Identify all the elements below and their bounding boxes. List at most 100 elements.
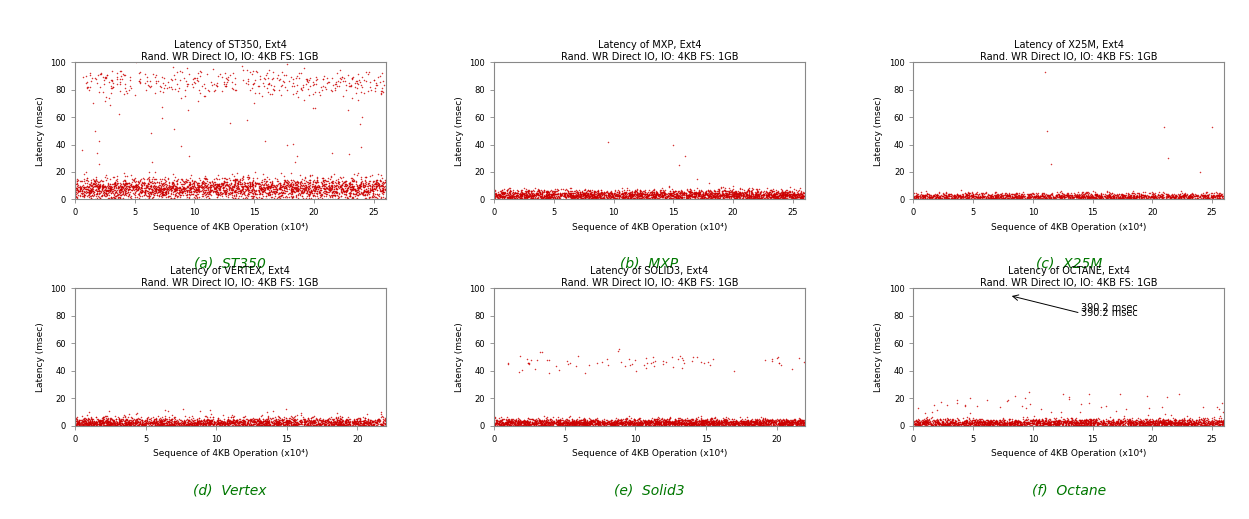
Point [581,190,601,198]
Point [199,180,219,188]
Point [1050,420,1070,428]
Point [85,419,105,427]
Point [587,359,607,367]
Point [691,419,711,427]
Point [536,420,556,429]
Point [490,418,510,427]
Point [917,415,937,423]
Point [631,191,651,199]
Point [1005,189,1025,198]
Point [540,416,560,424]
Point [130,417,150,426]
Point [727,188,747,196]
Point [1095,418,1115,427]
Point [142,419,162,427]
Point [66,184,86,193]
Point [249,187,269,196]
Point [774,195,794,203]
Point [1004,195,1024,203]
Point [227,179,247,187]
Point [573,189,593,197]
Point [67,181,87,189]
Point [677,194,697,202]
Point [914,194,934,202]
Point [694,417,714,425]
Point [267,418,287,426]
Point [624,416,644,424]
Point [1183,420,1203,428]
Point [242,181,262,189]
Point [634,193,654,201]
Point [260,183,280,191]
Point [1114,417,1134,425]
Point [205,185,225,194]
Point [1174,194,1194,202]
Point [738,416,758,425]
Point [597,189,617,197]
Point [985,194,1005,202]
Point [1070,407,1090,416]
Point [762,191,782,199]
Point [918,419,938,428]
Point [225,181,245,189]
Point [610,192,629,200]
Point [252,415,272,423]
Point [227,421,247,429]
Point [357,420,377,428]
Point [929,194,949,202]
Point [1058,192,1078,200]
Point [702,419,722,428]
Point [330,417,350,426]
Point [346,186,366,194]
Point [681,188,701,196]
Point [718,418,738,427]
Point [1204,189,1224,197]
Point [787,191,807,199]
Point [1113,420,1133,429]
Point [969,417,989,426]
Point [125,189,145,198]
Point [250,189,270,198]
Point [1193,418,1213,426]
Point [184,414,204,422]
Point [1035,417,1055,426]
Point [121,421,141,429]
Point [688,194,708,202]
Point [500,186,520,194]
Point [335,418,355,426]
Point [521,189,541,198]
Point [938,415,958,424]
Point [97,179,117,187]
Point [171,418,191,426]
Point [907,420,927,428]
Point [532,195,552,203]
Point [110,187,130,196]
Point [551,419,571,427]
Point [975,419,995,427]
Point [1058,193,1078,201]
Point [761,419,781,427]
Point [653,189,673,197]
Point [622,195,642,203]
Point [1042,421,1062,429]
Point [110,80,130,89]
Point [229,187,249,195]
Point [914,417,934,425]
Point [1127,418,1147,427]
Point [309,194,328,202]
Point [669,418,689,427]
Point [297,416,317,425]
Point [1205,192,1225,200]
Point [605,189,624,197]
Point [998,421,1018,429]
Point [497,193,517,201]
Point [1067,193,1087,201]
Point [1163,418,1183,427]
Point [922,421,942,429]
Point [322,182,342,190]
Point [367,190,387,198]
Point [926,193,945,201]
Point [1123,420,1143,429]
Point [747,188,767,197]
Point [115,171,135,180]
